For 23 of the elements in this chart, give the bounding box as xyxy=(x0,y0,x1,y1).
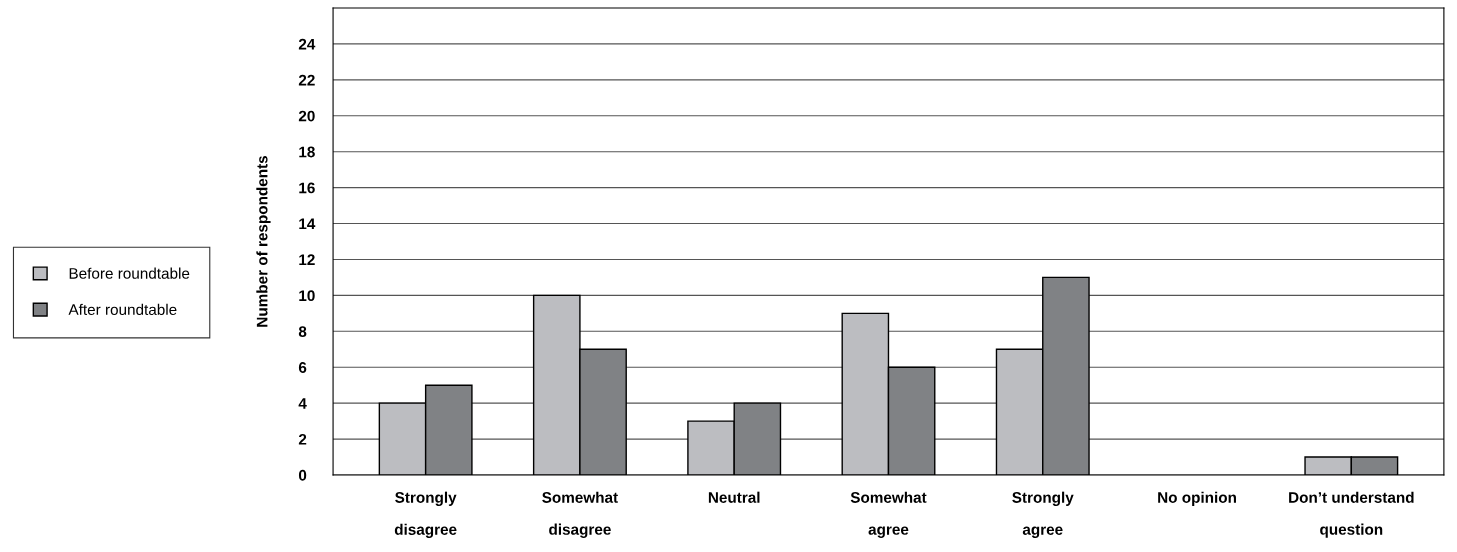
category-label: Don’t understand question xyxy=(1289,491,1414,538)
y-tick-label: 2 xyxy=(298,433,307,445)
y-tick-label: 12 xyxy=(299,254,315,265)
y-tick-label: 24 xyxy=(298,38,316,50)
category-label: Strongly agree xyxy=(1012,491,1074,538)
y-tick-label: 22 xyxy=(298,74,315,86)
category-label: Somewhat agree xyxy=(850,491,927,538)
y-tick-label: 18 xyxy=(299,146,315,158)
x-tick-label: Neutral xyxy=(708,491,760,503)
y-tick-label: 0 xyxy=(298,469,307,481)
legend-label: Before roundtable xyxy=(69,267,190,279)
y-tick-label: 8 xyxy=(298,326,307,337)
y-axis-title: Number of respondents xyxy=(256,155,271,327)
category-label: Somewhat disagree xyxy=(542,491,618,538)
y-tick-label: 14 xyxy=(299,218,316,230)
x-tick-label: No opinion xyxy=(1158,491,1236,506)
y-tick-label: 4 xyxy=(298,398,307,409)
y-tick-label: 6 xyxy=(298,362,307,373)
y-tick-label: 10 xyxy=(299,290,315,302)
y-tick-label: 20 xyxy=(298,110,315,122)
y-tick-label: 16 xyxy=(299,182,315,194)
x-tick-label: Strongly disagree xyxy=(394,491,457,538)
legend-label: After roundtable xyxy=(68,303,177,316)
